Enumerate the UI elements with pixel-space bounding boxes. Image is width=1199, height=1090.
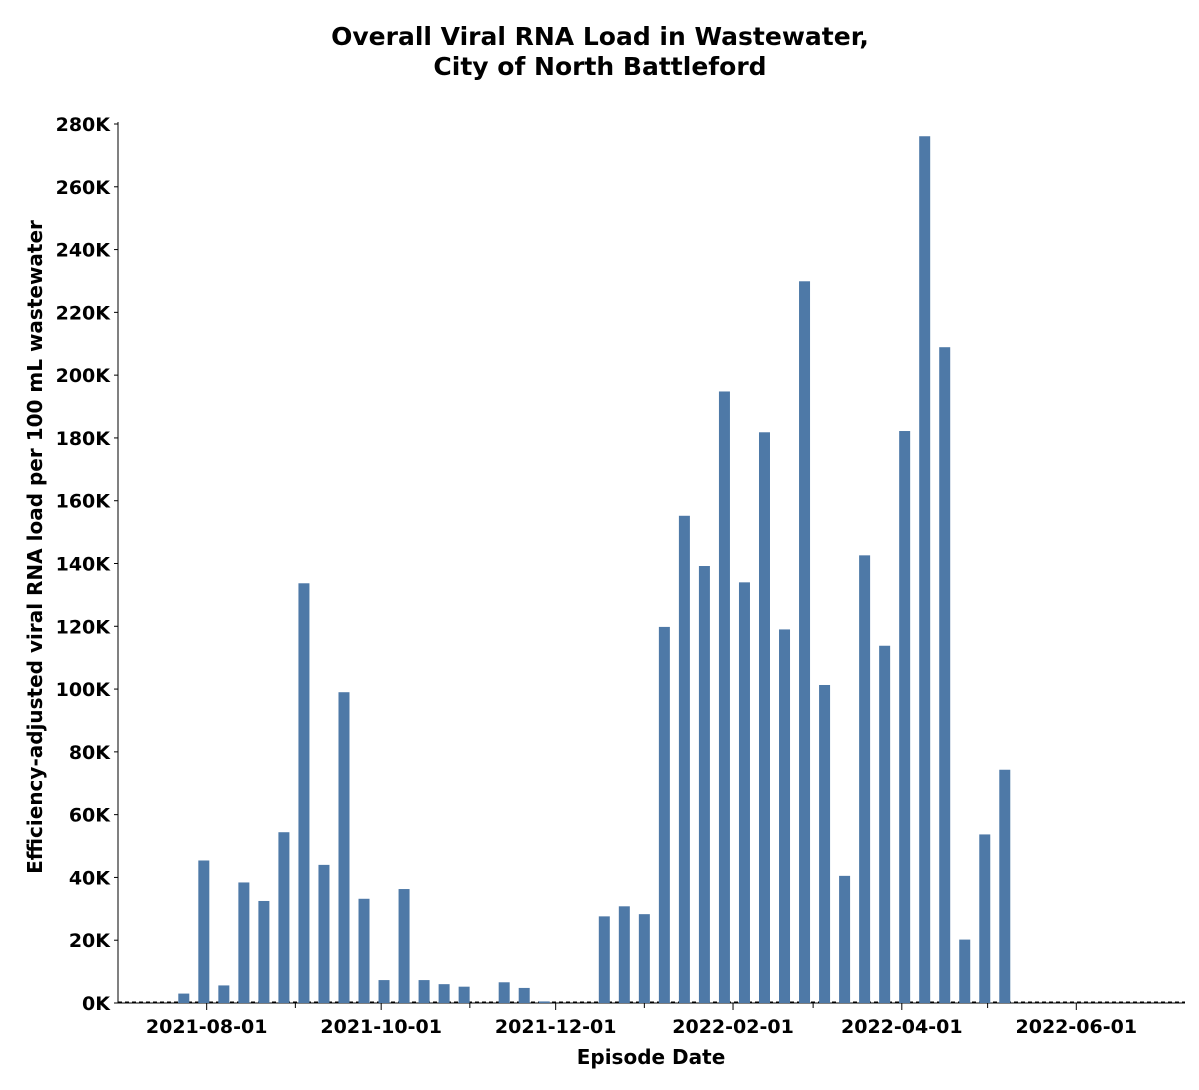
bar[interactable] — [178, 993, 190, 1003]
bar[interactable] — [458, 986, 470, 1003]
bar[interactable] — [758, 432, 770, 1003]
chart-title-line-1: Overall Viral RNA Load in Wastewater, — [331, 22, 869, 51]
bar[interactable] — [939, 347, 951, 1003]
bar[interactable] — [318, 864, 330, 1003]
y-axis: 0K 20K 40K 60K 80K 100K 120K 140K 160K 180K 200K 22… — [56, 114, 119, 1015]
y-tick-label: 80K — [69, 742, 111, 764]
y-tick-label: 60K — [69, 805, 111, 827]
bar[interactable] — [698, 566, 710, 1003]
x-tick-label: 2021-08-01 — [146, 1016, 268, 1038]
bar[interactable] — [859, 555, 871, 1003]
bar[interactable] — [618, 906, 630, 1003]
bar[interactable] — [538, 1001, 550, 1003]
bar[interactable] — [779, 629, 791, 1003]
bar[interactable] — [298, 583, 310, 1003]
bar[interactable] — [438, 984, 450, 1003]
bar[interactable] — [638, 914, 650, 1003]
y-axis-label: Efficiency-adjusted viral RNA load per 1… — [23, 220, 47, 874]
bar[interactable] — [598, 916, 610, 1003]
bar[interactable] — [658, 626, 670, 1003]
bar[interactable] — [418, 980, 430, 1003]
y-tick-label: 20K — [69, 930, 111, 952]
y-tick-label: 260K — [56, 177, 112, 199]
bar[interactable] — [338, 692, 350, 1003]
bar[interactable] — [218, 985, 230, 1003]
x-tick-label: 2021-10-01 — [320, 1016, 442, 1038]
x-axis: 2021-08-01 2021-10-01 2021-12-01 2022-02-01… — [118, 1001, 1185, 1038]
y-tick-label: 280K — [56, 114, 112, 136]
chart-title-line-2: City of North Battleford — [433, 52, 766, 81]
bar[interactable] — [819, 684, 831, 1003]
bar[interactable] — [999, 769, 1011, 1003]
bar[interactable] — [378, 980, 390, 1003]
bar[interactable] — [278, 832, 290, 1003]
y-tick-label: 0K — [82, 993, 111, 1015]
bar[interactable] — [879, 645, 891, 1003]
x-axis-label: Episode Date — [577, 1045, 726, 1069]
bars — [178, 136, 1011, 1004]
bar[interactable] — [498, 982, 510, 1003]
x-tick-label: 2022-04-01 — [841, 1016, 963, 1038]
bar[interactable] — [899, 431, 911, 1003]
bar[interactable] — [258, 900, 270, 1003]
bar[interactable] — [959, 939, 971, 1003]
y-tick-label: 220K — [56, 302, 112, 324]
x-tick-label: 2022-02-01 — [672, 1016, 794, 1038]
bar[interactable] — [518, 987, 530, 1003]
chart-title: Overall Viral RNA Load in Wastewater, Ci… — [331, 22, 869, 81]
bar[interactable] — [799, 281, 811, 1003]
y-tick-label: 120K — [56, 616, 112, 638]
bar[interactable] — [919, 136, 931, 1004]
x-tick-label: 2022-06-01 — [1016, 1016, 1138, 1038]
bar[interactable] — [198, 860, 210, 1003]
bar[interactable] — [238, 882, 250, 1003]
y-tick-label: 160K — [56, 491, 112, 513]
bar[interactable] — [678, 515, 690, 1003]
bar[interactable] — [738, 582, 750, 1003]
y-tick-label: 140K — [56, 554, 112, 576]
x-tick-label: 2021-12-01 — [495, 1016, 617, 1038]
y-tick-label: 180K — [56, 428, 112, 450]
y-tick-label: 100K — [56, 679, 112, 701]
y-tick-label: 200K — [56, 365, 112, 387]
bar[interactable] — [839, 875, 851, 1003]
y-tick-label: 240K — [56, 240, 112, 262]
bar[interactable] — [398, 889, 410, 1003]
bar[interactable] — [979, 834, 991, 1003]
bar[interactable] — [358, 898, 370, 1003]
bar[interactable] — [718, 391, 730, 1004]
y-tick-label: 40K — [69, 867, 111, 889]
